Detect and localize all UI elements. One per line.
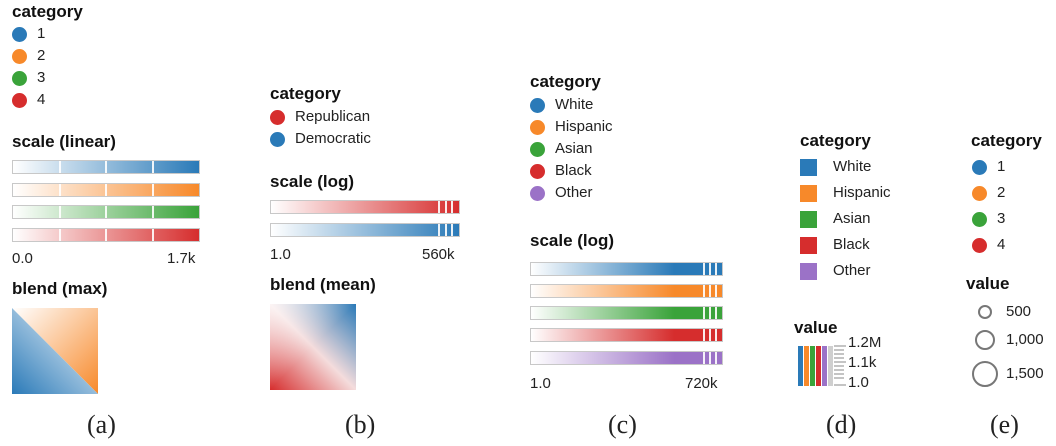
red-square-icon [800,236,817,254]
caption-d: (d) [826,410,857,439]
red-dot-icon [270,109,285,125]
medium-circle-icon [975,330,995,350]
blend-max-swatch [12,308,98,394]
panel-c-legend-title: category [530,72,601,91]
caption-c: (c) [608,410,637,439]
legend-item: Democratic [270,129,371,149]
scale-min-label: 0.0 [12,250,33,267]
legend-item: Republican [270,107,371,127]
small-circle-icon [978,305,992,319]
blue-dot-icon [530,97,545,113]
value-stacked-bars [798,345,846,386]
legend-item: 3 [12,68,45,88]
panel-a-blend-title: blend (max) [12,279,108,298]
panel-b-scale-title: scale (log) [270,172,355,191]
scale-bar-purple [530,351,723,365]
scale-bar-orange [530,284,723,298]
orange-square-icon [800,184,817,202]
size-legend-item: 500 [972,301,1056,323]
panel-e-value-title: value [966,274,1010,293]
panel-c-scale-title: scale (log) [530,231,615,250]
scale-min-label: 1.0 [530,375,551,392]
caption-a: (a) [87,410,116,439]
legend-item: Asian [800,209,891,229]
blue-dot-icon [12,26,27,42]
panel-e: category 1 2 3 4 value 500 1,000 1,500 (… [966,0,1056,446]
value-label-min: 1.0 [848,374,869,391]
legend-item: 1 [12,24,45,44]
red-dot-icon [12,92,27,108]
orange-dot-icon [530,119,545,135]
legend-item: 3 [972,209,1005,229]
green-square-icon [800,210,817,228]
scale-max-label: 560k [422,246,455,263]
panel-d-legend-title: category [800,131,871,150]
legend-item: 2 [972,183,1005,203]
value-label-mid: 1.1k [848,354,877,371]
panel-e-legend: 1 2 3 4 [972,157,1005,255]
legend-item: Asian [530,139,613,159]
scale-bar-red [270,200,460,214]
scale-bar-green [12,205,200,219]
legend-item: Hispanic [800,183,891,203]
panel-a-legend-title: category [12,2,83,21]
panel-a: category 1 2 3 4 scale (linear) 0.0 1.7k… [12,0,212,439]
blend-mean-swatch [270,304,356,390]
value-label-max: 1.2M [848,334,882,351]
panel-b-blend-title: blend (mean) [270,275,376,294]
green-dot-icon [972,211,987,227]
scale-bar-green [530,306,723,320]
scale-min-label: 1.0 [270,246,291,263]
panel-a-scale-title: scale (linear) [12,132,116,151]
legend-item: Other [530,183,613,203]
blue-square-icon [800,158,817,176]
legend-item: 4 [972,235,1005,255]
orange-dot-icon [12,48,27,64]
panel-e-size-legend: 500 1,000 1,500 [972,301,1056,391]
blue-dot-icon [270,131,285,147]
panel-b: category Republican Democratic scale (lo… [270,0,470,446]
caption-b: (b) [345,410,376,439]
green-dot-icon [530,141,545,157]
purple-square-icon [800,262,817,280]
large-circle-icon [972,361,998,387]
blue-dot-icon [972,159,987,175]
legend-item: 4 [12,90,45,110]
panel-d: category White Hispanic Asian Black Othe… [794,0,918,446]
red-dot-icon [972,237,987,253]
scale-bar-red [12,228,200,242]
red-dot-icon [530,163,545,179]
panel-b-legend: Republican Democratic [270,107,371,149]
size-legend-item: 1,000 [972,325,1056,355]
purple-dot-icon [530,185,545,201]
panel-c: category White Hispanic Asian Black Othe… [530,0,740,446]
panel-e-legend-title: category [971,131,1042,150]
legend-item: 2 [12,46,45,66]
panel-a-legend: 1 2 3 4 [12,24,45,110]
scale-bar-blue [270,223,460,237]
legend-item: Hispanic [530,117,613,137]
scale-bar-blue [12,160,200,174]
legend-item: White [530,95,613,115]
orange-dot-icon [972,185,987,201]
legend-item: Black [800,235,891,255]
legend-item: 1 [972,157,1005,177]
panel-c-legend: White Hispanic Asian Black Other [530,95,613,203]
size-legend-item: 1,500 [972,357,1056,391]
scale-bar-blue [530,262,723,276]
scale-bar-orange [12,183,200,197]
legend-item: White [800,157,891,177]
panel-b-legend-title: category [270,84,341,103]
legend-item: Black [530,161,613,181]
scale-max-label: 1.7k [167,250,196,267]
panel-d-value-title: value [794,318,838,337]
caption-e: (e) [990,410,1019,439]
panel-d-legend: White Hispanic Asian Black Other [800,157,891,281]
scale-bar-red [530,328,723,342]
scale-max-label: 720k [685,375,718,392]
green-dot-icon [12,70,27,86]
legend-item: Other [800,261,891,281]
